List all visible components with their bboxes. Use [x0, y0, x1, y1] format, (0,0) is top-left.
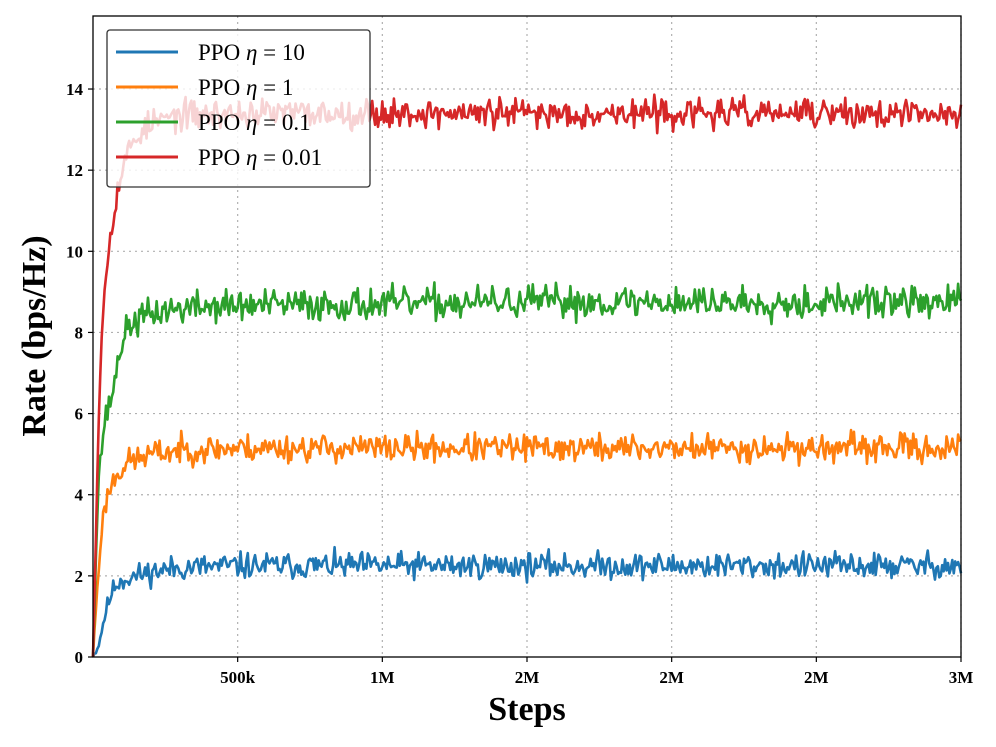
- x-tick-label: 2M: [515, 668, 540, 687]
- x-tick-label: 2M: [804, 668, 829, 687]
- y-tick-label: 0: [75, 648, 84, 667]
- y-tick-label: 12: [66, 161, 83, 180]
- legend: PPO η = 10 PPO η = 1 PPO η = 0.1 PPO η = 0.…: [106, 29, 371, 188]
- y-tick-label: 14: [66, 80, 84, 99]
- x-tick-label: 2M: [659, 668, 684, 687]
- y-axis-ticks: 0 2 4 6 8 10 12 14: [66, 80, 93, 667]
- legend-label-1: PPO η = 1: [198, 75, 293, 100]
- series-line-1: [91, 428, 962, 658]
- y-axis-label: Rate (bps/Hz): [16, 235, 53, 436]
- x-axis-ticks: 500k 1M 2M 2M 2M 3M: [220, 657, 973, 687]
- y-tick-label: 8: [75, 323, 84, 342]
- legend-label-3: PPO η = 0.01: [198, 145, 322, 170]
- y-tick-label: 2: [75, 567, 84, 586]
- series-line-0: [91, 545, 963, 658]
- series-line-2: [91, 281, 963, 658]
- x-tick-label: 500k: [220, 668, 256, 687]
- legend-box: [106, 29, 371, 188]
- legend-label-0: PPO η = 10: [198, 40, 305, 65]
- x-axis-label: Steps: [488, 691, 565, 728]
- y-tick-label: 4: [75, 486, 84, 505]
- legend-label-2: PPO η = 0.1: [198, 110, 311, 135]
- y-tick-label: 6: [75, 405, 84, 424]
- x-tick-label: 3M: [949, 668, 974, 687]
- x-tick-label: 1M: [370, 668, 395, 687]
- y-tick-label: 10: [66, 242, 83, 261]
